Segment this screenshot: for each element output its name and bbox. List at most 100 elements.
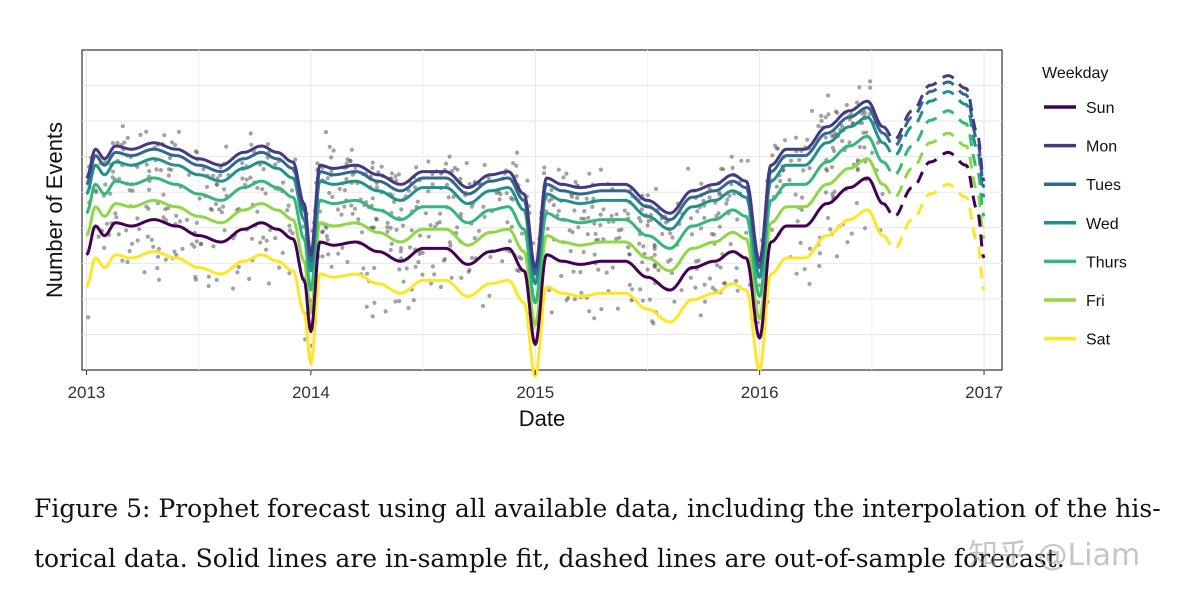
observation-point [137,227,142,232]
observation-point [816,123,821,129]
observation-point [135,216,140,221]
observation-point [823,115,828,120]
observation-point [293,157,298,162]
legend: Weekday Sun Mon Tues Wed Thurs Fri Sat [1042,65,1127,349]
observation-point [356,217,361,222]
observation-point [264,238,269,243]
observation-point [174,252,179,258]
observation-point [571,269,576,274]
observation-point [116,232,121,237]
observation-point [520,231,525,236]
observation-point [802,267,807,272]
observation-point [323,130,329,135]
observation-point [614,212,619,217]
observation-point [127,249,132,254]
observation-point [166,167,171,172]
observation-point [345,259,350,265]
observation-point [96,234,101,239]
observation-point [480,303,486,309]
observation-point [370,160,375,165]
observation-point [794,135,799,140]
observation-point [385,220,390,225]
legend-label-tues: Tues [1086,177,1121,194]
observation-point [601,237,606,242]
observation-point [104,221,110,226]
observation-point [372,300,377,305]
observation-point [414,165,419,170]
observation-point [430,264,435,269]
observation-point [130,188,135,193]
observation-point [832,189,837,194]
legend-label-fri: Fri [1086,293,1105,310]
observation-point [249,142,254,147]
observation-point [834,254,840,259]
observation-point [707,195,712,200]
observation-point [880,192,885,197]
observation-point [514,174,519,179]
observation-point [622,208,627,213]
x-tick-label: 2016 [741,383,779,402]
forecast-line-sat [882,182,986,291]
observation-point [173,142,178,148]
figure-caption: Figure 5: Prophet forecast using all ava… [34,484,1174,584]
legend-title: Weekday [1042,65,1108,82]
x-tick-label: 2014 [292,383,330,402]
observation-point [702,215,707,221]
observation-point [845,240,850,245]
observation-point [388,225,393,230]
forecast-line-sun [882,150,986,259]
observation-point [138,132,143,137]
observation-point [817,263,822,269]
observation-point [862,226,868,231]
observation-point [287,223,292,228]
observation-point [415,199,420,204]
observation-point [799,207,804,212]
observation-point [730,165,735,170]
observation-point [161,215,166,220]
observation-point [641,244,646,249]
observation-point [108,191,113,196]
observation-point [699,181,704,186]
observation-point [727,193,732,198]
observation-point [393,174,398,179]
observation-point [686,166,691,171]
observation-point [261,167,266,172]
observation-point [447,240,452,245]
observation-point [398,249,403,254]
observation-point [825,215,831,221]
legend-label-sun: Sun [1086,100,1114,117]
observation-point [208,206,213,211]
series-line-sun [85,176,884,346]
observation-point [573,179,578,185]
observation-point [794,271,799,276]
observation-point [147,187,152,192]
observation-point [625,211,631,216]
observation-point [575,195,580,200]
x-tick-label: 2013 [68,383,106,402]
observation-point [115,140,120,145]
observation-point [370,196,375,201]
observation-point [782,138,788,143]
observation-point [244,177,249,182]
observation-point [525,178,530,183]
observation-point [325,237,330,242]
observation-point [556,167,561,172]
observation-point [734,278,739,284]
observation-point [735,288,740,293]
observation-point [168,155,173,161]
observation-point [592,316,597,321]
observation-point [801,168,806,173]
observation-point [509,195,514,201]
observation-point [187,172,192,177]
observation-point [113,211,118,216]
observation-point [401,279,406,284]
observation-point [717,224,722,229]
observation-point [250,236,255,241]
observation-point [581,250,586,255]
observation-point [348,158,353,163]
observation-point [204,184,210,189]
observation-point [849,231,854,236]
observation-point [265,142,270,147]
observation-point [110,169,116,174]
observation-point [326,252,331,257]
